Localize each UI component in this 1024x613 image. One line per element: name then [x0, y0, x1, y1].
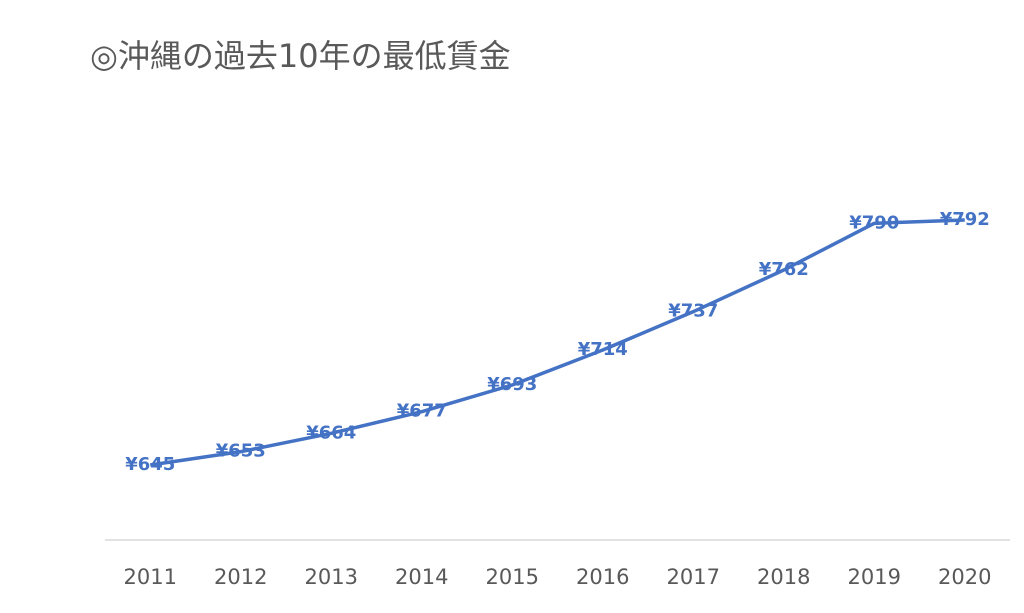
x-tick-label: 2016: [576, 565, 629, 589]
x-tick-label: 2012: [214, 565, 267, 589]
data-label: ¥677: [397, 401, 447, 422]
data-label: ¥792: [940, 209, 990, 230]
x-tick-label: 2015: [486, 565, 539, 589]
data-label: ¥762: [759, 259, 809, 280]
x-tick-label: 2013: [305, 565, 358, 589]
x-tick-label: 2020: [938, 565, 991, 589]
data-label: ¥653: [216, 441, 266, 462]
data-label: ¥737: [668, 301, 718, 322]
data-label: ¥664: [306, 422, 356, 443]
data-label: ¥645: [125, 454, 175, 475]
data-label: ¥714: [578, 339, 628, 360]
x-tick-label: 2014: [395, 565, 448, 589]
line: [149, 218, 965, 467]
data-label: ¥790: [849, 212, 899, 233]
x-tick-label: 2017: [667, 565, 720, 589]
x-tick-label: 2018: [757, 565, 810, 589]
data-label: ¥693: [487, 374, 537, 395]
x-tick-label: 2011: [124, 565, 177, 589]
chart-title: ◎沖縄の過去10年の最低賃金: [90, 37, 511, 75]
x-tick-label: 2019: [848, 565, 901, 589]
